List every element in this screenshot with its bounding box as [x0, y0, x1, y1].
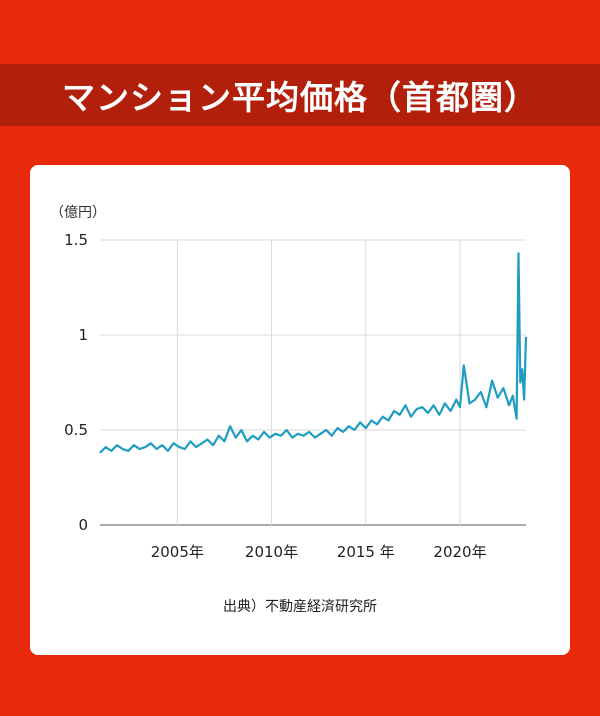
x-tick-label: 2010年	[245, 543, 298, 561]
title-band: マンション平均価格（首都圏）	[0, 64, 600, 126]
series-line	[99, 252, 528, 454]
y-tick-label: 0	[78, 516, 88, 534]
x-tick-label: 2005年	[151, 543, 204, 561]
x-tick-label: 2015 年	[337, 543, 395, 561]
chart-card: 0 0.5 1 1.5 2005年 2010年 2015 年 2020年 （億円） 出典）不動産…	[30, 165, 570, 655]
y-tick-label: 1.5	[64, 231, 88, 249]
x-tick-label: 2020年	[433, 543, 486, 561]
y-unit-label: （億円）	[50, 205, 106, 221]
source-note: 出典）不動産経済研究所	[223, 599, 377, 615]
chart-title: マンション平均価格（首都圏）	[62, 78, 538, 117]
y-tick-label: 1	[78, 326, 88, 344]
line-chart: 0 0.5 1 1.5 2005年 2010年 2015 年 2020年 （億円）	[50, 205, 528, 561]
y-tick-label: 0.5	[64, 421, 88, 439]
